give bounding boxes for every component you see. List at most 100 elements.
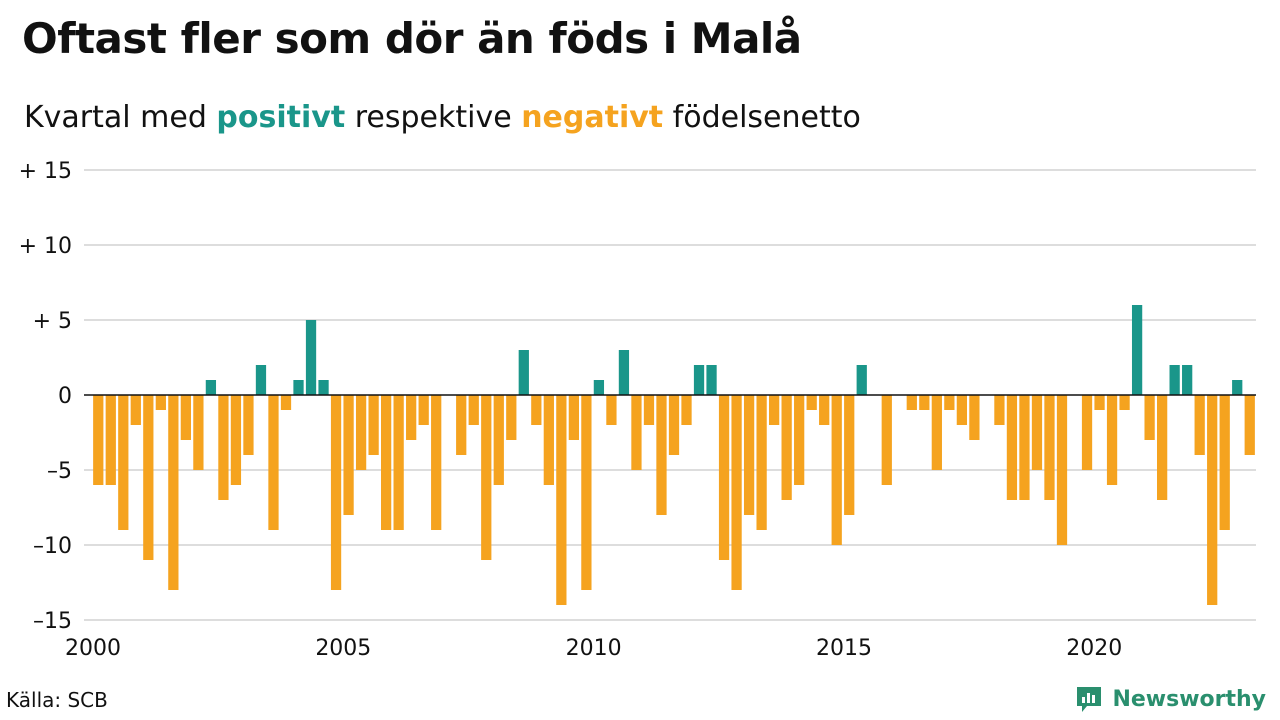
- bar: [531, 395, 542, 425]
- x-tick-label: 2005: [315, 636, 371, 661]
- bar: [381, 395, 392, 530]
- y-tick-label: –5: [47, 459, 72, 484]
- bar: [794, 395, 805, 485]
- bar: [105, 395, 116, 485]
- bar: [493, 395, 504, 485]
- bar: [1219, 395, 1230, 530]
- subtitle-prefix: Kvartal med: [24, 100, 217, 135]
- bar: [568, 395, 579, 440]
- bar: [168, 395, 179, 590]
- bar: [205, 380, 217, 395]
- bar: [143, 395, 154, 560]
- bar: [731, 395, 742, 590]
- chart-subtitle: Kvartal med positivt respektive negativt…: [24, 100, 861, 135]
- bar: [1131, 305, 1143, 395]
- bar: [593, 380, 605, 395]
- bar: [1182, 365, 1193, 395]
- bar: [406, 395, 417, 440]
- bar: [93, 395, 104, 485]
- bar: [481, 395, 492, 560]
- bar: [193, 395, 204, 470]
- bar: [280, 395, 292, 410]
- bar: [556, 395, 567, 605]
- bar: [631, 395, 642, 470]
- y-tick-label: + 5: [33, 309, 72, 334]
- y-tick-label: 0: [58, 384, 72, 409]
- bar: [969, 395, 980, 440]
- bar: [1056, 395, 1068, 545]
- bar: [1031, 395, 1043, 470]
- bar: [418, 395, 429, 425]
- bar: [305, 320, 317, 395]
- chart-title: Oftast fler som dör än föds i Malå: [22, 14, 802, 63]
- bar: [781, 395, 792, 500]
- bar: [468, 395, 479, 425]
- bar: [806, 395, 817, 410]
- bar: [1006, 395, 1018, 500]
- subtitle-positive-word: positivt: [216, 100, 346, 135]
- bar: [743, 395, 755, 515]
- bar: [1081, 395, 1093, 470]
- bar: [368, 395, 379, 455]
- bar: [230, 395, 242, 485]
- bar: [906, 395, 917, 410]
- bar: [1094, 395, 1105, 410]
- bar: [268, 395, 279, 530]
- bar: [944, 395, 955, 410]
- bars: [93, 305, 1255, 605]
- subtitle-middle: respektive: [345, 100, 522, 135]
- bar: [118, 395, 129, 530]
- bar: [155, 395, 166, 410]
- newsworthy-logo-icon: [1077, 687, 1102, 712]
- bar: [819, 395, 830, 425]
- bar: [506, 395, 517, 440]
- bar: [330, 395, 342, 590]
- bar: [831, 395, 842, 545]
- bar: [606, 395, 617, 425]
- bar: [456, 395, 467, 455]
- bar: [255, 365, 267, 395]
- bar: [343, 395, 354, 515]
- bar: [681, 395, 692, 425]
- bar: [130, 395, 141, 425]
- bar: [956, 395, 967, 425]
- bar: [243, 395, 254, 455]
- y-tick-label: + 15: [19, 159, 72, 184]
- subtitle-suffix: födelsenetto: [663, 100, 861, 135]
- brand-name: Newsworthy: [1112, 686, 1266, 712]
- bar: [1169, 365, 1180, 395]
- x-tick-label: 2020: [1066, 636, 1122, 661]
- brand-logo: Newsworthy: [1074, 684, 1266, 714]
- bar: [355, 395, 367, 470]
- bar: [518, 350, 529, 395]
- source-label: Källa: SCB: [6, 688, 108, 712]
- bar: [706, 365, 717, 395]
- bar: [718, 395, 730, 560]
- x-tick-label: 2015: [816, 636, 872, 661]
- subtitle-negative-word: negativt: [521, 100, 664, 135]
- x-axis-labels: 2000 2005 2010 2015 2020: [65, 636, 1122, 661]
- bar: [643, 395, 655, 425]
- bar: [1244, 395, 1255, 455]
- bar: [1194, 395, 1205, 455]
- y-tick-label: –10: [33, 534, 72, 559]
- bar: [180, 395, 191, 440]
- y-axis-labels: + 15 + 10 + 5 0 –5 –10 –15: [19, 159, 72, 634]
- bar: [1207, 395, 1218, 605]
- bar: [856, 365, 867, 395]
- bar: [1119, 395, 1130, 410]
- bar: [581, 395, 592, 590]
- bar: [618, 350, 630, 395]
- bar: [919, 395, 930, 410]
- x-tick-label: 2010: [566, 636, 622, 661]
- bar: [1044, 395, 1055, 500]
- bar: [656, 395, 667, 515]
- bar: [1019, 395, 1030, 500]
- bar: [393, 395, 404, 530]
- bar: [293, 380, 304, 395]
- bar: [1106, 395, 1118, 485]
- bar: [756, 395, 767, 530]
- bar: [769, 395, 780, 425]
- bar: [543, 395, 554, 485]
